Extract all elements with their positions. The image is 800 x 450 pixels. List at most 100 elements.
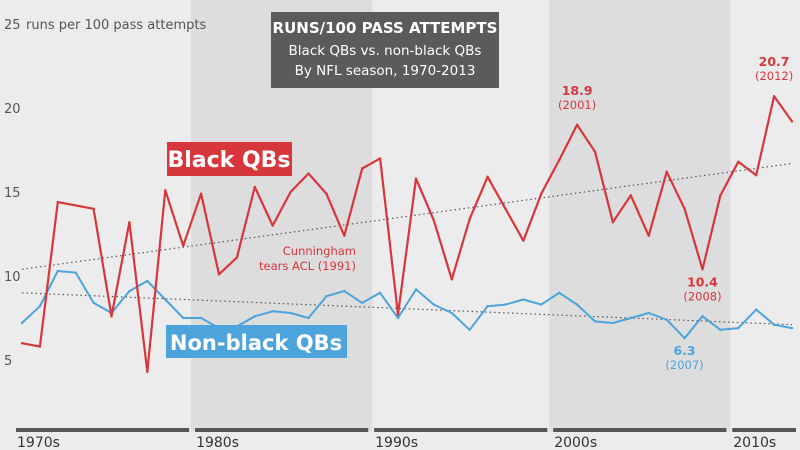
point-non-black-qbs-1996 [486,305,489,308]
point-non-black-qbs-1989 [361,301,364,305]
chart-subtitle-1: Black QBs vs. non-black QBs [289,43,482,59]
decade-label-1990s: 1990s [375,435,418,450]
point-non-black-qbs-1983 [253,315,256,318]
non-black-qbs-label-box: Non-black QBs [166,325,347,358]
series-points-black-qbs [20,95,794,373]
point-non-black-qbs-2005 [647,311,650,315]
decade-labels: 1970s 1980s 1990s 2000s 2010s [17,435,776,450]
point-non-black-qbs-2002 [593,320,597,323]
decade-label-1970s: 1970s [17,435,60,450]
point-black-qbs-1991 [396,313,400,316]
title-background [271,12,499,88]
point-black-qbs-1971 [38,345,42,348]
point-black-qbs-2002 [593,150,597,153]
decade-label-2010s: 2010s [733,435,776,450]
point-black-qbs-1979 [181,244,185,247]
y-axis-ticks: 25 runs per 100 pass attempts 20 15 10 5 [4,18,206,369]
point-black-qbs-1970 [20,342,24,345]
point-black-qbs-1977 [146,370,149,373]
annotation-value-2007: 6.3 [673,343,695,358]
point-non-black-qbs-2006 [665,318,668,321]
series-line-non-black-qbs [21,270,793,340]
point-black-qbs-1983 [253,185,256,189]
point-non-black-qbs-1985 [289,311,292,315]
point-black-qbs-1981 [217,273,221,276]
point-non-black-qbs-1971 [38,305,42,308]
point-black-qbs-1975 [110,315,113,318]
point-black-qbs-1998 [522,239,525,242]
point-black-qbs-1972 [56,200,60,204]
point-non-black-qbs-2013 [790,326,794,330]
annotation-year-2012: (2012) [755,69,793,83]
point-non-black-qbs-1988 [343,289,346,293]
point-non-black-qbs-2001 [575,303,579,306]
point-black-qbs-2007 [683,207,686,210]
series-points-non-black-qbs [20,269,794,340]
decade-rule [16,428,796,432]
point-non-black-qbs-2004 [629,316,633,320]
chart-title: RUNS/100 PASS ATTEMPTS [273,19,498,37]
point-non-black-qbs-2010 [737,326,740,330]
y-tick-5: 5 [4,354,12,369]
point-black-qbs-1997 [504,207,507,210]
point-non-black-qbs-2009 [719,328,722,331]
point-non-black-qbs-1992 [414,288,418,291]
point-black-qbs-1980 [199,192,203,195]
point-black-qbs-1990 [378,157,382,160]
point-black-qbs-2003 [611,221,615,224]
point-black-qbs-2006 [665,170,668,174]
point-black-qbs-2012 [772,95,776,98]
point-non-black-qbs-2003 [611,321,615,325]
annotation-value-2001: 18.9 [562,83,593,98]
point-non-black-qbs-2000 [558,291,561,294]
y-tick-10: 10 [4,270,21,285]
point-black-qbs-1973 [74,204,77,207]
point-black-qbs-1984 [271,224,274,227]
series-lines [20,95,794,373]
point-black-qbs-1986 [307,172,310,175]
point-non-black-qbs-1987 [325,294,328,298]
cunningham-note: Cunningham tears ACL (1991) [259,244,356,273]
point-black-qbs-1978 [164,189,167,192]
point-black-qbs-1993 [432,219,436,222]
point-non-black-qbs-2007 [683,336,686,340]
y-tick-15: 15 [4,186,21,201]
decade-rule-1990s [374,428,548,432]
point-black-qbs-1976 [128,221,131,224]
point-non-black-qbs-2012 [772,323,776,326]
point-black-qbs-2011 [754,174,758,177]
decade-rule-2000s [553,428,727,432]
point-non-black-qbs-1977 [146,279,149,283]
point-non-black-qbs-1979 [181,316,185,320]
cunningham-note-line1: Cunningham [283,244,356,258]
black-qbs-label-bg [167,142,292,176]
title-box: RUNS/100 PASS ATTEMPTS Black QBs vs. non… [271,12,499,88]
point-black-qbs-1987 [325,192,328,195]
point-non-black-qbs-1973 [74,271,77,274]
point-non-black-qbs-1970 [20,321,24,325]
point-non-black-qbs-1978 [164,298,167,301]
decade-rule-1970s [16,428,190,432]
point-non-black-qbs-1993 [432,303,436,306]
point-non-black-qbs-1976 [128,289,131,293]
point-black-qbs-1988 [343,234,346,237]
annotation-year-2008: (2008) [683,289,721,303]
point-black-qbs-2001 [575,123,579,127]
point-non-black-qbs-1990 [378,291,382,294]
point-black-qbs-1985 [289,190,292,194]
point-black-qbs-1999 [540,192,543,195]
point-black-qbs-1992 [414,177,418,180]
point-non-black-qbs-1995 [468,328,471,331]
annotation-year-2007: (2007) [665,358,703,372]
data-annotations: 18.9(2001) 20.7(2012) 10.4(2008) 6.3(2007) [558,54,793,372]
point-black-qbs-1989 [361,167,364,170]
point-black-qbs-1974 [92,207,95,210]
decade-rule-1980s [195,428,369,432]
black-qbs-label-box: Black QBs [167,142,292,176]
point-non-black-qbs-1986 [307,316,310,320]
cunningham-note-line2: tears ACL (1991) [259,259,356,273]
point-black-qbs-2008 [701,268,704,271]
point-black-qbs-2009 [719,194,722,197]
annotation-value-2012: 20.7 [759,54,790,69]
